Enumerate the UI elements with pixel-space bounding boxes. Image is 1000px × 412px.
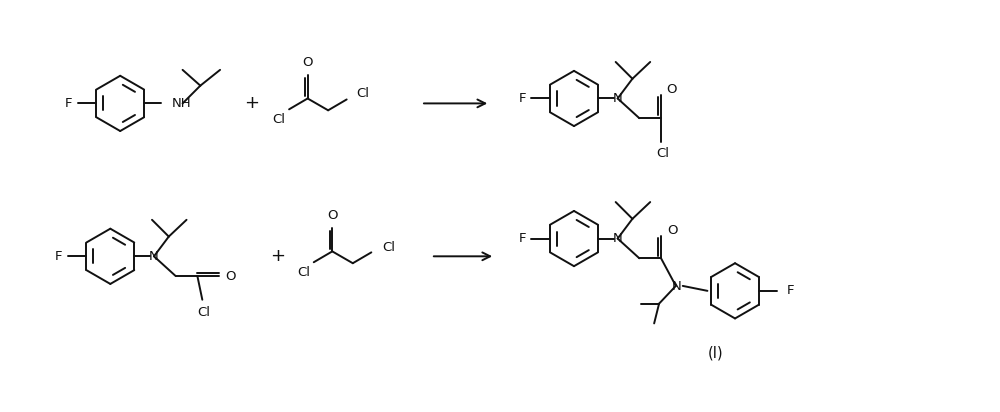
Text: Cl: Cl [382,241,395,254]
Text: O: O [302,56,313,70]
Text: +: + [271,247,286,265]
Text: Cl: Cl [197,306,210,319]
Text: Cl: Cl [297,266,310,279]
Text: N: N [149,250,159,263]
Text: F: F [55,250,63,263]
Text: +: + [244,94,259,112]
Text: NH: NH [172,97,191,110]
Text: F: F [519,232,526,245]
Text: Cl: Cl [657,147,670,160]
Text: F: F [519,92,526,105]
Text: O: O [225,269,236,283]
Text: F: F [65,97,72,110]
Text: O: O [327,209,338,222]
Text: Cl: Cl [357,87,370,100]
Text: F: F [787,284,794,297]
Text: N: N [613,92,623,105]
Text: (I): (I) [707,346,723,360]
Text: Cl: Cl [273,113,286,126]
Text: O: O [668,225,678,237]
Text: N: N [613,232,623,245]
Text: O: O [667,83,677,96]
Text: N: N [672,281,682,293]
